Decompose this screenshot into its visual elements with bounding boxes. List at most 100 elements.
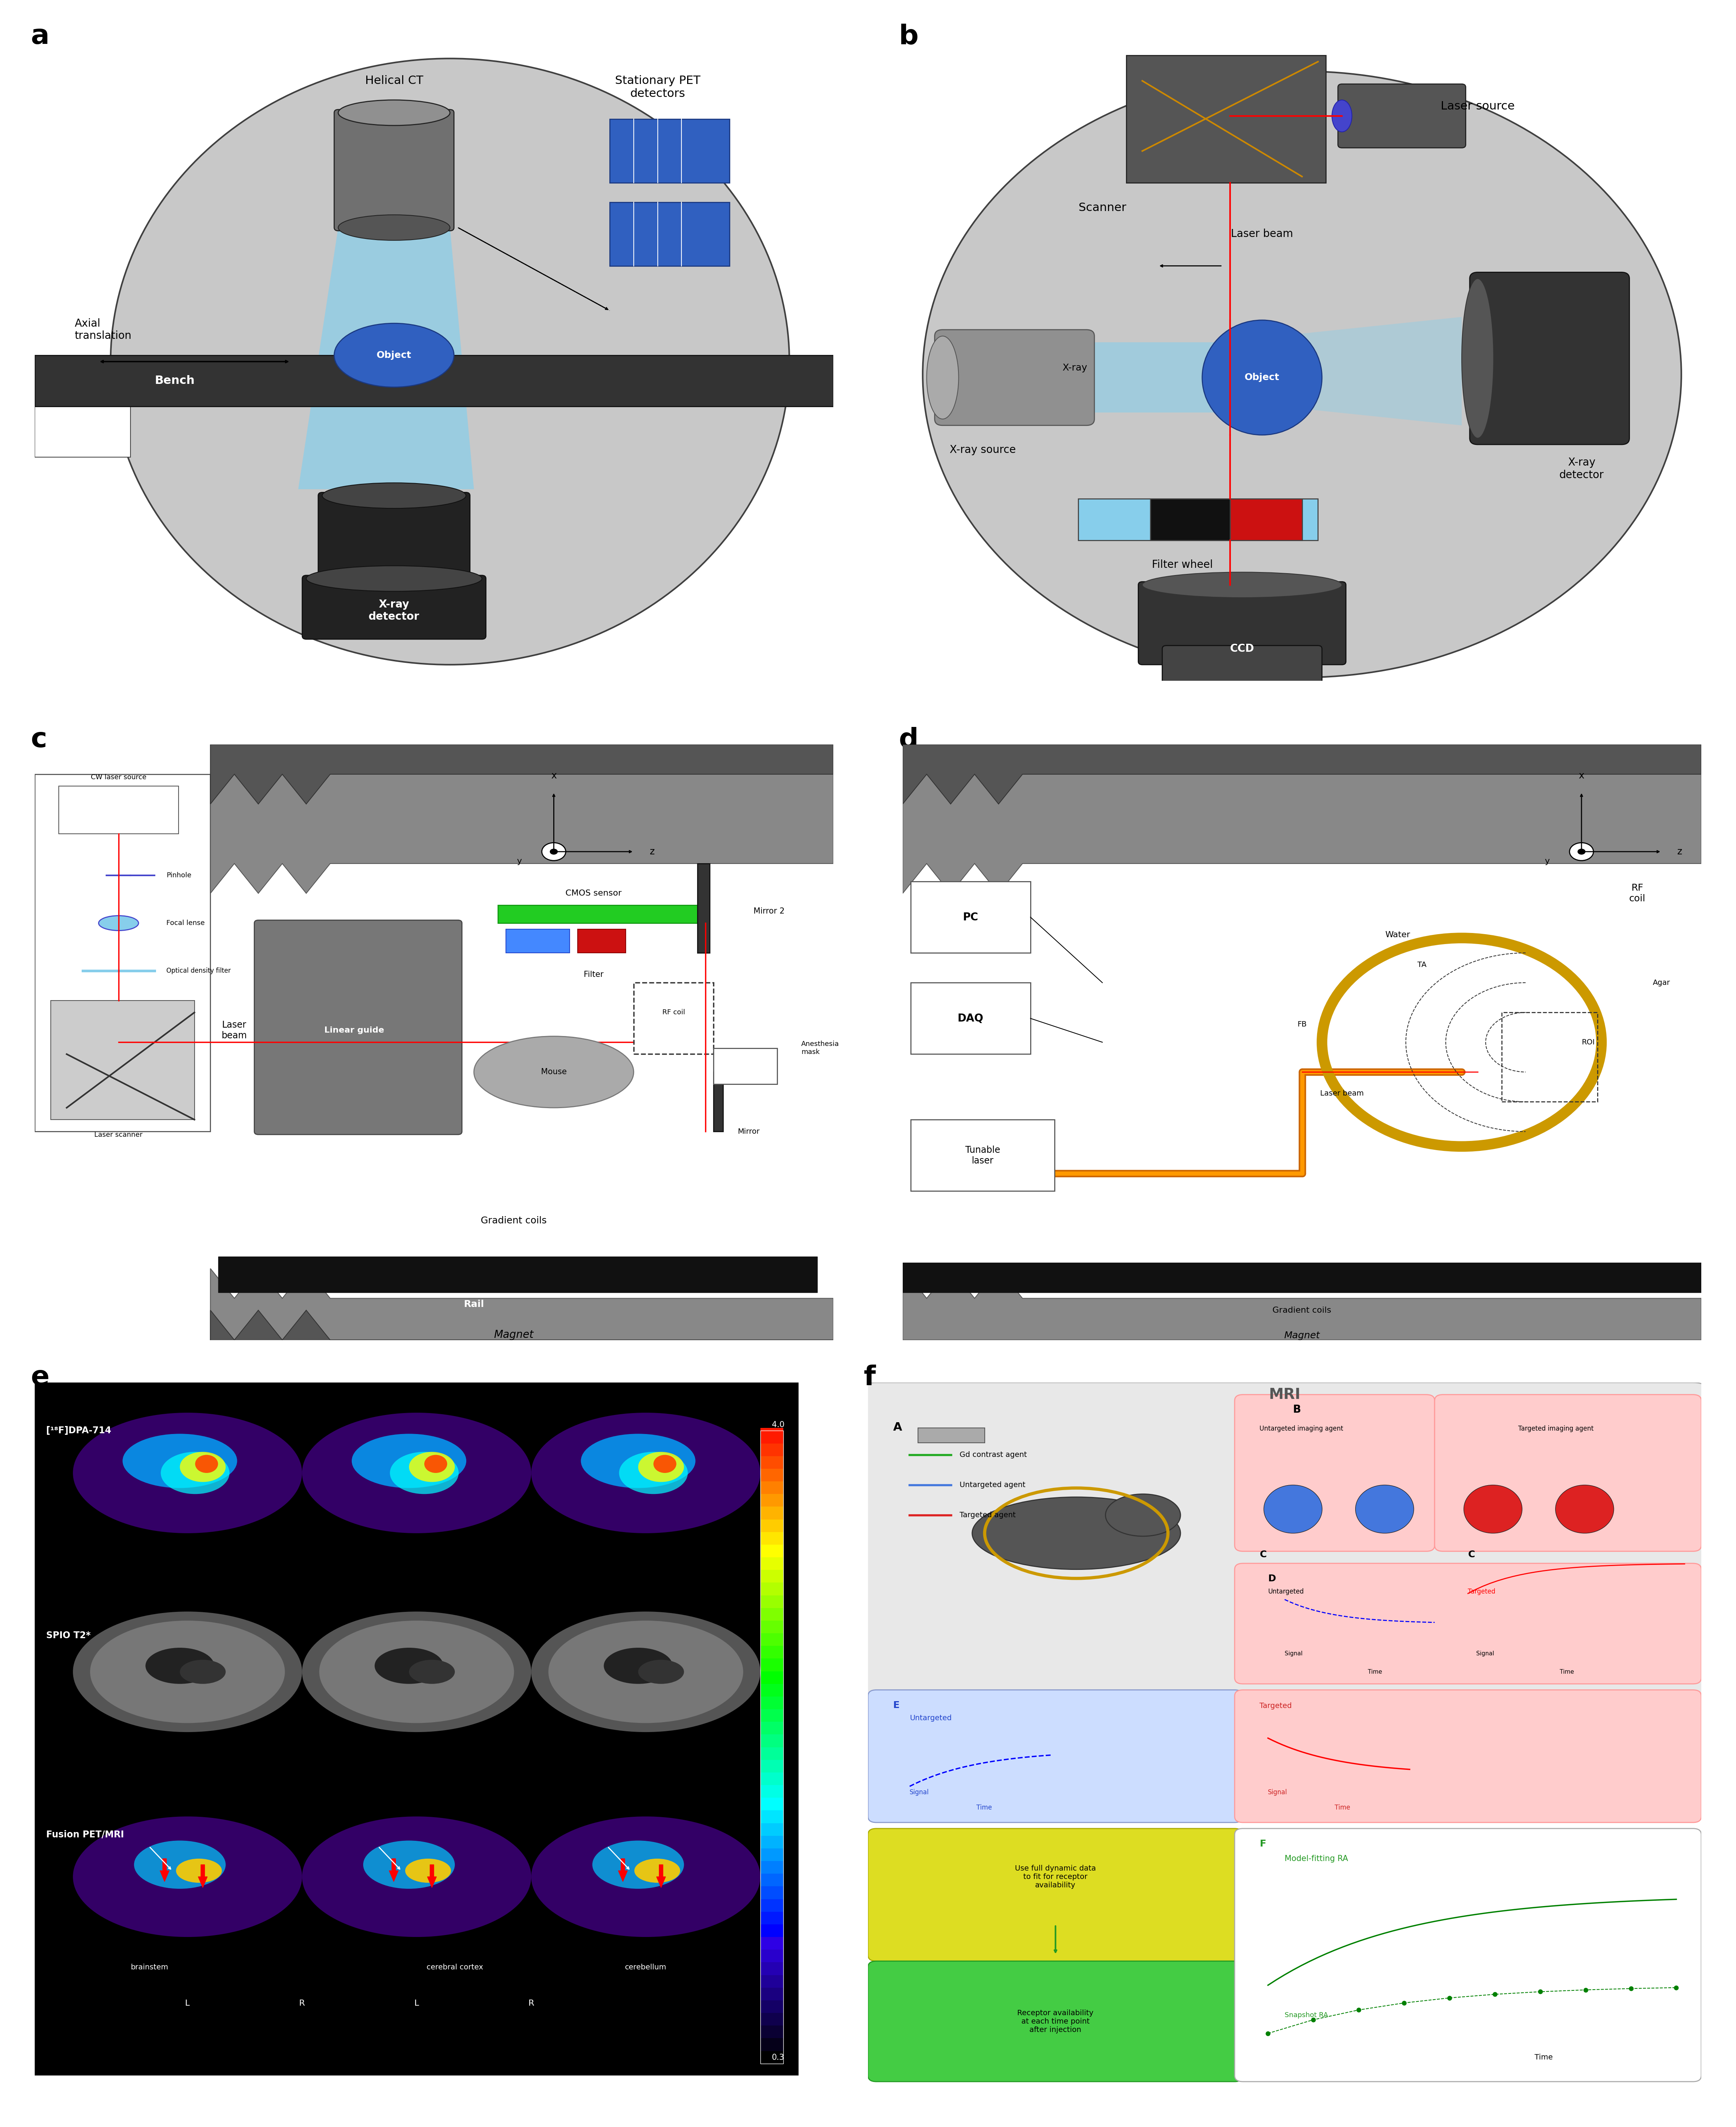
Bar bbox=[760, 1821, 783, 1836]
Bar bbox=[59, 787, 179, 834]
Text: C: C bbox=[1260, 1551, 1267, 1559]
Bar bbox=[760, 1580, 783, 1595]
Bar bbox=[760, 1972, 783, 1987]
Text: ROI: ROI bbox=[1581, 1038, 1595, 1046]
Bar bbox=[609, 202, 729, 266]
Text: L: L bbox=[186, 1999, 189, 2008]
Text: b: b bbox=[899, 23, 918, 49]
Bar bbox=[760, 1846, 783, 1861]
Ellipse shape bbox=[302, 1816, 531, 1938]
Bar bbox=[760, 1833, 783, 1848]
FancyBboxPatch shape bbox=[1163, 644, 1323, 683]
Ellipse shape bbox=[90, 1621, 285, 1723]
Text: Signal: Signal bbox=[910, 1789, 929, 1795]
Text: Use full dynamic data
to fit for receptor
availability: Use full dynamic data to fit for recepto… bbox=[1016, 1865, 1095, 1889]
Bar bbox=[35, 355, 833, 406]
Bar bbox=[1502, 1012, 1597, 1102]
Bar bbox=[1078, 498, 1318, 540]
Bar bbox=[505, 929, 569, 953]
Text: Optical density filter: Optical density filter bbox=[167, 968, 231, 974]
Bar bbox=[760, 1629, 783, 1646]
Ellipse shape bbox=[1356, 1485, 1413, 1534]
Ellipse shape bbox=[181, 1453, 226, 1483]
Text: Magnet: Magnet bbox=[1285, 1332, 1319, 1340]
FancyBboxPatch shape bbox=[318, 493, 470, 587]
Ellipse shape bbox=[582, 1434, 696, 1489]
Text: L: L bbox=[415, 1999, 418, 2008]
Bar bbox=[1231, 498, 1302, 540]
Text: cerebellum: cerebellum bbox=[625, 1963, 667, 1972]
Bar bbox=[760, 1593, 783, 1608]
Ellipse shape bbox=[181, 1659, 226, 1685]
Text: CW laser source: CW laser source bbox=[90, 774, 146, 781]
Bar bbox=[760, 1466, 783, 1480]
Ellipse shape bbox=[161, 1453, 229, 1493]
Polygon shape bbox=[903, 1268, 1701, 1340]
FancyArrow shape bbox=[160, 1859, 168, 1882]
Ellipse shape bbox=[134, 1840, 226, 1889]
Text: CCD: CCD bbox=[1229, 642, 1255, 655]
Text: Tunable
laser: Tunable laser bbox=[965, 1146, 1000, 1166]
FancyBboxPatch shape bbox=[333, 111, 455, 232]
FancyBboxPatch shape bbox=[1234, 1395, 1434, 1551]
Ellipse shape bbox=[333, 323, 453, 387]
Bar bbox=[760, 1491, 783, 1506]
Bar bbox=[35, 774, 210, 1132]
Text: B: B bbox=[1293, 1404, 1300, 1414]
Bar bbox=[760, 1997, 783, 2012]
Text: RF
coil: RF coil bbox=[1628, 883, 1646, 904]
Bar bbox=[50, 1000, 194, 1119]
Text: F: F bbox=[1260, 1840, 1266, 1848]
Text: D: D bbox=[1267, 1574, 1276, 1582]
Text: R: R bbox=[528, 1999, 535, 2008]
Bar bbox=[219, 1257, 818, 1293]
Bar bbox=[1151, 498, 1231, 540]
Text: 0.3: 0.3 bbox=[773, 2055, 785, 2061]
FancyArrow shape bbox=[427, 1865, 436, 1887]
Ellipse shape bbox=[1332, 100, 1352, 132]
Bar bbox=[760, 1731, 783, 1746]
Bar bbox=[760, 1668, 783, 1685]
Text: Untargeted agent: Untargeted agent bbox=[960, 1480, 1026, 1489]
Text: Laser source: Laser source bbox=[1441, 100, 1516, 113]
Ellipse shape bbox=[1201, 321, 1323, 434]
Bar bbox=[760, 1478, 783, 1493]
Bar bbox=[760, 1872, 783, 1887]
Bar bbox=[760, 1895, 783, 1912]
Ellipse shape bbox=[592, 1840, 684, 1889]
Ellipse shape bbox=[531, 1612, 760, 1731]
Bar bbox=[911, 1119, 1054, 1191]
FancyBboxPatch shape bbox=[868, 1689, 1243, 1823]
Ellipse shape bbox=[634, 1859, 681, 1882]
FancyBboxPatch shape bbox=[1234, 1689, 1701, 1823]
Text: d: d bbox=[899, 727, 918, 753]
Text: X-ray source: X-ray source bbox=[950, 445, 1016, 455]
Ellipse shape bbox=[927, 336, 958, 419]
Ellipse shape bbox=[73, 1816, 302, 1938]
Ellipse shape bbox=[404, 1859, 451, 1882]
Bar bbox=[911, 881, 1031, 953]
Text: Gd contrast agent: Gd contrast agent bbox=[960, 1451, 1028, 1459]
Bar bbox=[903, 1263, 1701, 1293]
Text: Untargeted imaging agent: Untargeted imaging agent bbox=[1260, 1425, 1344, 1431]
Text: Stationary PET
detectors: Stationary PET detectors bbox=[615, 74, 700, 100]
Text: cerebral cortex: cerebral cortex bbox=[427, 1963, 483, 1972]
Text: Laser
beam: Laser beam bbox=[222, 1021, 247, 1040]
Circle shape bbox=[1569, 842, 1594, 861]
Bar bbox=[760, 1882, 783, 1899]
Bar bbox=[760, 1427, 783, 1444]
Bar bbox=[760, 1908, 783, 1925]
Ellipse shape bbox=[924, 70, 1680, 676]
Text: Gradient coils: Gradient coils bbox=[1272, 1306, 1332, 1314]
FancyBboxPatch shape bbox=[255, 921, 462, 1134]
Bar bbox=[760, 2010, 783, 2025]
Bar bbox=[760, 1946, 783, 1963]
Bar bbox=[760, 1984, 783, 1999]
Text: Signal: Signal bbox=[1285, 1651, 1302, 1657]
Text: z: z bbox=[649, 847, 654, 857]
Bar bbox=[634, 983, 713, 1055]
Text: TA: TA bbox=[1417, 961, 1427, 968]
Text: Untargeted: Untargeted bbox=[1267, 1589, 1304, 1595]
Bar bbox=[760, 1440, 783, 1457]
Ellipse shape bbox=[339, 215, 450, 240]
